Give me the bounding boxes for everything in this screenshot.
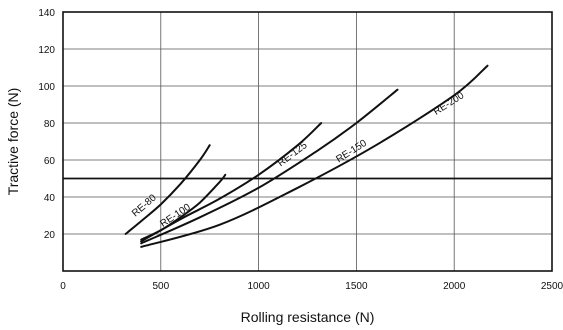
grid (63, 12, 552, 271)
y-tick-label: 60 (44, 156, 56, 167)
y-tick-label: 80 (44, 119, 56, 130)
y-tick-label: 20 (44, 230, 56, 241)
x-tick-label: 1000 (247, 281, 270, 292)
series-line-re-200 (140, 64, 489, 248)
x-tick-label: 1500 (345, 281, 368, 292)
y-tick-label: 100 (38, 82, 55, 93)
series-label-re-80: RE-80 (130, 192, 159, 219)
x-tick-label: 2500 (541, 281, 563, 292)
series-line-re-125 (140, 122, 323, 243)
y-axis-title: Tractive force (N) (5, 88, 21, 196)
x-axis-title: Rolling resistance (N) (241, 309, 375, 325)
tick-labels: 0 500 1000 1500 2000 2500 20 40 60 80 100 120 140 (38, 8, 563, 292)
x-tick-label: 0 (60, 281, 66, 292)
series-label-re-125: RE-125 (276, 140, 310, 169)
y-tick-label: 120 (38, 45, 55, 56)
x-tick-label: 500 (152, 281, 169, 292)
plot-frame (62, 11, 553, 272)
x-tick-label: 2000 (443, 281, 466, 292)
series-label-re-200: RE-200 (432, 90, 467, 118)
series-line-re-80 (124, 144, 211, 235)
series-line-re-150 (140, 88, 399, 245)
series-layer (124, 64, 489, 248)
y-tick-label: 140 (38, 8, 55, 19)
y-tick-label: 40 (44, 193, 56, 204)
